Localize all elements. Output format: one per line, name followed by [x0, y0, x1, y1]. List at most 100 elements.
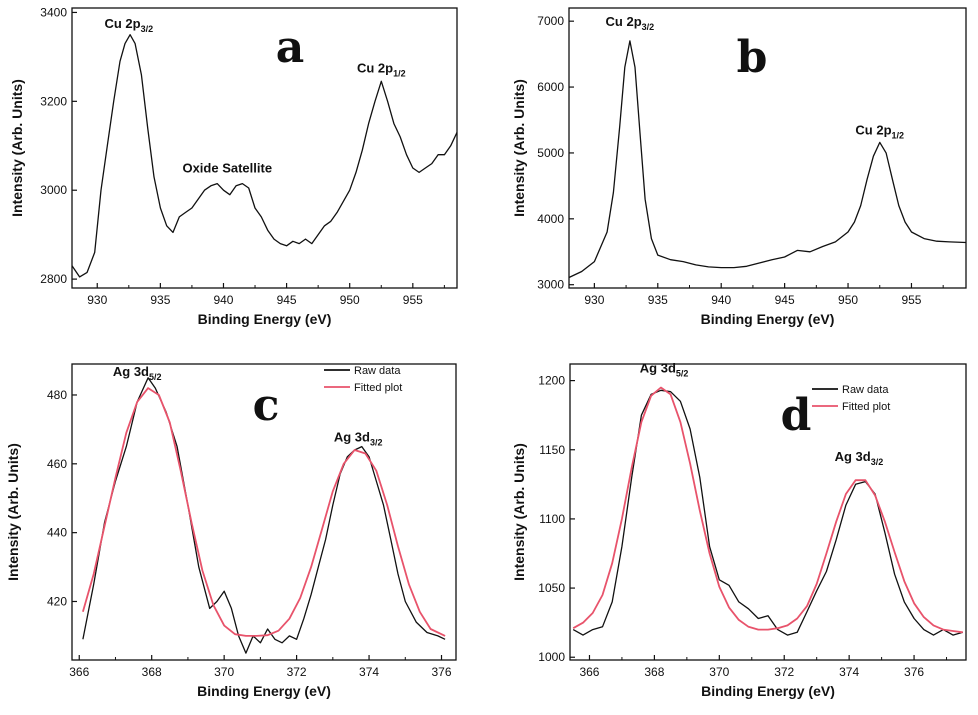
legend: Raw data Fitted plot — [812, 384, 890, 413]
x-tick-label: 366 — [579, 665, 599, 679]
x-tick-label: 376 — [904, 665, 924, 679]
annotation-subscript: 3/2 — [642, 22, 655, 32]
x-tick-label: 370 — [214, 665, 234, 679]
y-tick-label: 1050 — [538, 581, 565, 595]
x-tick-label: 366 — [69, 665, 89, 679]
x-tick-label: 935 — [648, 293, 668, 307]
x-axis-label: Binding Energy (eV) — [197, 683, 331, 699]
peak-annotation: Ag 3d3/2 — [334, 429, 383, 447]
x-tick-label: 374 — [359, 665, 379, 679]
y-tick-label: 2800 — [40, 272, 67, 286]
annotation-subscript: 5/2 — [149, 372, 162, 382]
plot-frame — [568, 7, 967, 289]
annotation-main: Cu 2p — [855, 122, 891, 137]
legend: Raw data Fitted plot — [324, 365, 402, 394]
peak-annotation: Cu 2p3/2 — [606, 14, 655, 32]
y-tick-label: 480 — [47, 388, 67, 402]
y-tick-label: 4000 — [537, 212, 564, 226]
x-axis-label: Binding Energy (eV) — [701, 311, 835, 327]
y-tick-label: 6000 — [537, 80, 564, 94]
annotation-main: Cu 2p — [357, 60, 393, 75]
x-tick-label: 940 — [711, 293, 731, 307]
y-tick-label: 460 — [47, 457, 67, 471]
y-axis-label: Intensity (Arb. Units) — [5, 443, 21, 581]
plot-frame — [569, 363, 967, 661]
annotation-main: Ag 3d — [835, 449, 871, 464]
y-tick-label: 420 — [47, 594, 67, 608]
annotation-subscript: 5/2 — [676, 368, 689, 378]
x-tick-label: 945 — [775, 293, 795, 307]
plot-frame — [71, 363, 457, 661]
series-line-cu-2p — [568, 40, 967, 279]
annotation-subscript: 3/2 — [370, 437, 383, 447]
annotation-subscript: 1/2 — [892, 130, 905, 140]
y-axis-label: Intensity (Arb. Units) — [9, 79, 25, 217]
annotation-main: Ag 3d — [334, 429, 370, 444]
annotation-subscript: 3/2 — [871, 457, 884, 467]
annotation-main: Oxide Satellite — [182, 160, 272, 175]
x-tick-label: 368 — [142, 665, 162, 679]
y-tick-label: 3400 — [40, 5, 67, 19]
peak-annotation: Cu 2p1/2 — [357, 60, 406, 78]
panel-b: 930 935 940 945 950 955 3000 4000 5000 6000 7000 Bi… — [511, 7, 967, 327]
x-tick-label: 930 — [87, 293, 107, 307]
legend-label: Fitted plot — [842, 401, 890, 413]
series-line-raw-data — [572, 389, 963, 636]
peak-annotation: Ag 3d5/2 — [640, 360, 689, 378]
annotation-main: Cu 2p — [606, 14, 642, 29]
x-tick-label: 372 — [287, 665, 307, 679]
y-tick-label: 3200 — [40, 94, 67, 108]
x-tick-label: 935 — [150, 293, 170, 307]
peak-annotation: Oxide Satellite — [182, 160, 272, 175]
x-tick-label: 940 — [213, 293, 233, 307]
annotation-main: Cu 2p — [104, 16, 140, 31]
y-tick-label: 3000 — [40, 183, 67, 197]
y-tick-label: 1150 — [539, 443, 565, 457]
series-line-fitted-plot — [82, 387, 446, 637]
series-line-fitted-plot — [572, 386, 963, 634]
x-tick-label: 372 — [774, 665, 794, 679]
peak-annotation: Ag 3d5/2 — [113, 364, 162, 382]
x-tick-label: 955 — [901, 293, 921, 307]
x-axis-label: Binding Energy (eV) — [198, 311, 332, 327]
annotation-main: Ag 3d — [640, 360, 676, 375]
annotation-subscript: 1/2 — [393, 68, 406, 78]
annotation-subscript: 3/2 — [141, 24, 154, 34]
panel-letter: c — [253, 380, 280, 431]
panel-letter: a — [276, 22, 305, 73]
series-line-cu-2p — [71, 34, 458, 278]
legend-label: Fitted plot — [354, 382, 402, 394]
y-tick-label: 1200 — [538, 374, 565, 388]
series-line-raw-data — [82, 377, 446, 654]
x-tick-label: 930 — [584, 293, 604, 307]
y-tick-label: 7000 — [537, 14, 564, 28]
panel-letter: b — [737, 32, 768, 83]
plot-frame — [71, 7, 458, 289]
y-tick-label: 1000 — [538, 650, 565, 664]
x-axis-label: Binding Energy (eV) — [701, 683, 835, 699]
peak-annotation: Ag 3d3/2 — [835, 449, 884, 467]
x-tick-label: 370 — [709, 665, 729, 679]
panel-letter: d — [781, 390, 812, 441]
x-tick-label: 950 — [838, 293, 858, 307]
legend-label: Raw data — [354, 365, 401, 377]
x-tick-label: 955 — [403, 293, 423, 307]
peak-annotation: Cu 2p3/2 — [104, 16, 153, 34]
panel-d: 366 368 370 372 374 376 1000 1050 1100 1150 1200 Bi… — [511, 360, 967, 699]
panel-a: 930 935 940 945 950 955 2800 3000 3200 3400 Bindin… — [9, 5, 458, 327]
x-tick-label: 368 — [644, 665, 664, 679]
annotation-main: Ag 3d — [113, 364, 149, 379]
x-tick-label: 950 — [340, 293, 360, 307]
x-tick-label: 945 — [277, 293, 297, 307]
x-tick-label: 374 — [839, 665, 859, 679]
y-tick-label: 440 — [47, 526, 67, 540]
y-axis-label: Intensity (Arb. Units) — [511, 79, 527, 217]
x-tick-label: 376 — [431, 665, 451, 679]
y-axis-label: Intensity (Arb. Units) — [511, 443, 527, 581]
y-tick-label: 1100 — [539, 512, 565, 526]
y-tick-label: 3000 — [537, 278, 564, 292]
peak-annotation: Cu 2p1/2 — [855, 122, 904, 140]
legend-label: Raw data — [842, 384, 889, 396]
